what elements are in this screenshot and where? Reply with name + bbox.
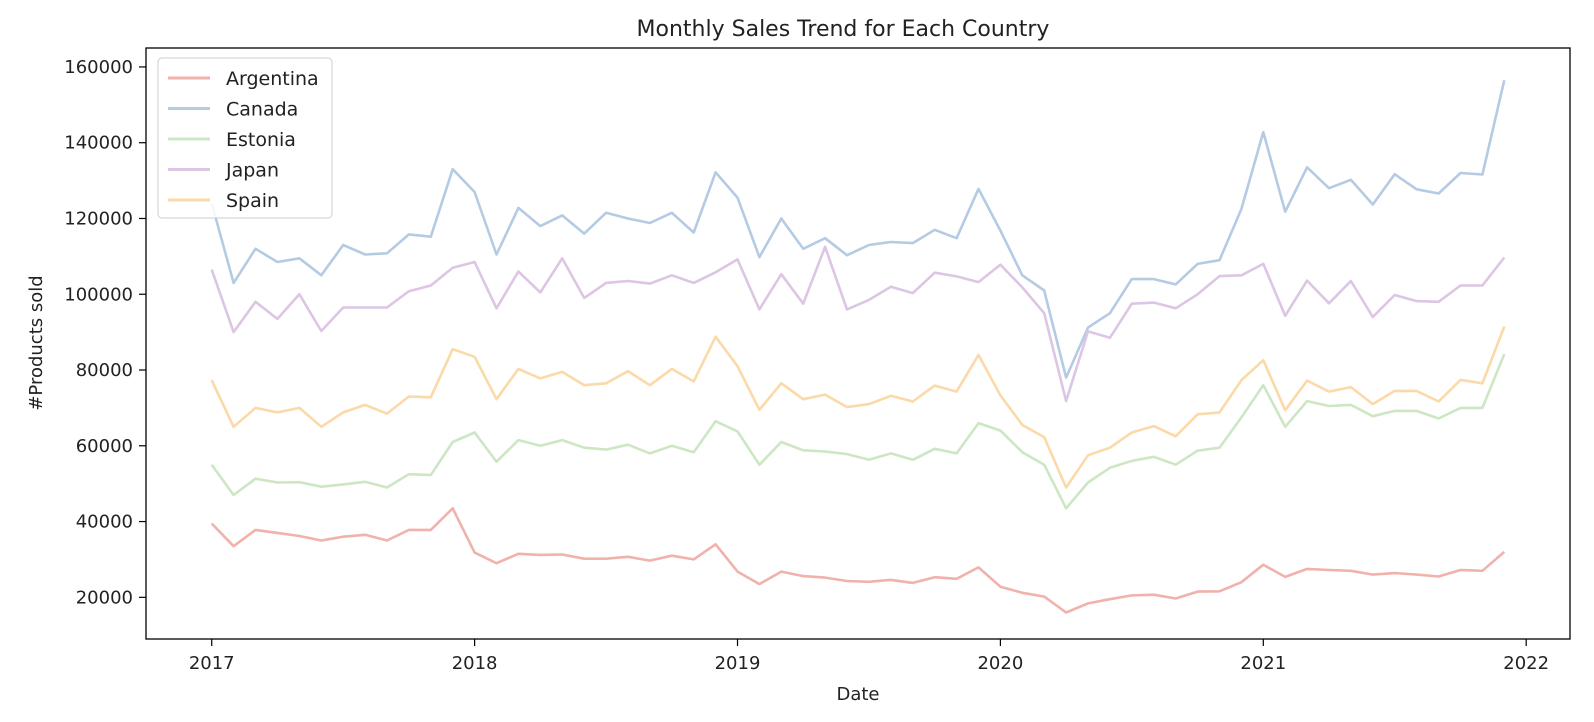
y-tick-label: 60000 — [76, 436, 133, 457]
x-tick-label: 2022 — [1503, 653, 1549, 674]
y-tick-label: 20000 — [76, 587, 133, 608]
x-tick-label: 2019 — [715, 653, 761, 674]
legend-label-japan: Japan — [225, 160, 279, 182]
legend-label-canada: Canada — [226, 99, 298, 121]
legend-label-estonia: Estonia — [226, 129, 296, 151]
x-axis-label: Date — [836, 684, 879, 705]
x-axis: 2017 2018 2019 2020 2021 2022 — [189, 639, 1549, 674]
y-tick-label: 100000 — [64, 284, 133, 305]
x-tick-label: 2020 — [977, 653, 1023, 674]
series-line-argentina — [210, 506, 1506, 614]
y-tick-label: 160000 — [64, 57, 133, 78]
series-line-estonia — [210, 353, 1506, 510]
x-tick-label: 2017 — [189, 653, 235, 674]
plot-frame — [145, 47, 1571, 640]
x-tick-label: 2018 — [452, 653, 498, 674]
series-line-japan — [210, 245, 1506, 403]
y-axis-label: #Products sold — [26, 275, 47, 410]
series-line-canada — [210, 79, 1506, 379]
legend-box — [157, 57, 333, 219]
y-tick-label: 40000 — [76, 512, 133, 533]
chart-title: Monthly Sales Trend for Each Country — [637, 17, 1050, 42]
y-tick-label: 80000 — [76, 360, 133, 381]
series-line-spain — [210, 326, 1506, 489]
y-axis: 20000 40000 60000 80000 100000 120000 140000 16… — [64, 57, 146, 608]
x-tick-label: 2021 — [1240, 653, 1286, 674]
plot-area — [210, 79, 1506, 614]
legend-label-argentina: Argentina — [226, 68, 319, 90]
legend: Argentina Canada Estonia Japan Spain — [157, 57, 333, 219]
legend-label-spain: Spain — [226, 190, 279, 212]
y-tick-label: 140000 — [64, 133, 133, 154]
y-tick-label: 120000 — [64, 208, 133, 229]
